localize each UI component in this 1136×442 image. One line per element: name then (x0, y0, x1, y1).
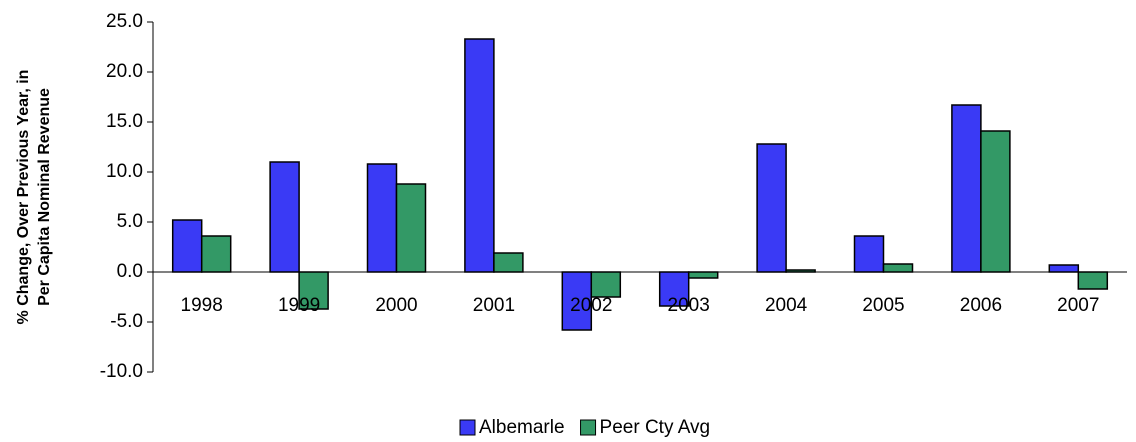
y-tick-label: 15.0 (106, 111, 143, 132)
x-tick-label: 2007 (1057, 295, 1099, 316)
y-tick-label: 20.0 (106, 61, 143, 82)
bar (590, 271, 622, 298)
x-tick-label: 2002 (570, 295, 612, 316)
y-axis-label: % Change, Over Previous Year, in (15, 70, 32, 325)
bar (1077, 271, 1109, 290)
bar (853, 235, 885, 273)
bar (171, 219, 203, 273)
x-tick-label: 2000 (375, 295, 417, 316)
bar (951, 104, 982, 273)
bar (1048, 264, 1080, 273)
x-tick-label: 2001 (473, 295, 515, 316)
legend-swatch (580, 419, 597, 436)
bar (980, 130, 1011, 273)
x-tick-label: 2004 (765, 295, 808, 316)
bar (658, 271, 690, 307)
x-tick-label: 2003 (668, 295, 710, 316)
bar (366, 163, 398, 273)
bar (756, 143, 787, 273)
bar (687, 271, 719, 279)
x-tick-label: 2006 (960, 295, 1002, 316)
y-tick-label: 25.0 (106, 11, 143, 32)
y-tick-label: -10.0 (100, 361, 143, 382)
x-tick-label: 2005 (862, 295, 904, 316)
bar (464, 38, 495, 273)
bar (395, 183, 427, 273)
x-tick-label: 1998 (181, 295, 223, 316)
x-tick-label: 1999 (278, 295, 320, 316)
legend-label: Peer Cty Avg (600, 417, 711, 438)
y-tick-label: -5.0 (110, 311, 143, 332)
legend-label: Albemarle (479, 417, 565, 438)
y-tick-label: 5.0 (117, 211, 143, 232)
y-tick-label: 0.0 (117, 261, 143, 282)
bar (200, 235, 232, 273)
y-tick-label: 10.0 (106, 161, 143, 182)
legend-swatch (459, 419, 476, 436)
bar (493, 252, 524, 273)
bar (269, 161, 300, 273)
y-axis-label: Per Capita Nominal Revenue (36, 88, 53, 306)
bar (882, 263, 914, 273)
